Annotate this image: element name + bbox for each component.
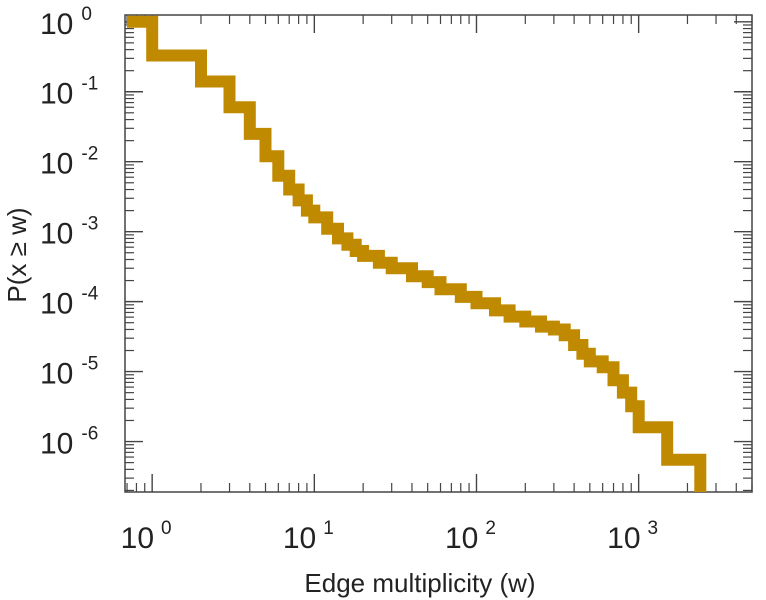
y-tick-base: 10: [40, 288, 73, 321]
y-tick-label: 10 -2: [40, 144, 98, 181]
y-tick-exponent: -3: [81, 214, 98, 235]
series-line: [127, 15, 707, 492]
y-tick-exponent: -6: [81, 424, 98, 445]
series-layer: [127, 15, 707, 492]
y-axis-label: P(x ≥ w): [2, 207, 32, 302]
y-tick-base: 10: [40, 428, 73, 461]
y-tick-base: 10: [40, 218, 73, 251]
x-tick-base: 10: [121, 522, 154, 555]
y-tick-base: 10: [40, 8, 73, 41]
x-tick-label: 10 2: [445, 518, 496, 555]
y-tick-label: 10 -3: [40, 214, 98, 251]
y-tick-label: 10 -4: [40, 284, 99, 321]
plot-frame: [124, 14, 753, 493]
y-tick-exponent: -1: [81, 74, 98, 95]
x-tick-label: 10 1: [283, 518, 334, 555]
x-axis-label: Edge multiplicity (w): [304, 568, 535, 598]
y-tick-label: 10 0: [40, 4, 92, 41]
x-tick-label: 10 0: [121, 518, 172, 555]
x-tick-base: 10: [445, 522, 478, 555]
y-tick-exponent: 0: [81, 4, 92, 25]
x-tick-exponent: 2: [485, 518, 496, 539]
x-tick-exponent: 3: [648, 518, 659, 539]
y-tick-base: 10: [40, 358, 73, 391]
x-tick-exponent: 0: [161, 518, 172, 539]
y-tick-label: 10 -1: [40, 74, 98, 111]
y-tick-base: 10: [40, 78, 73, 111]
y-tick-base: 10: [40, 148, 73, 181]
y-tick-label: 10 -5: [40, 354, 98, 391]
y-tick-exponent: -2: [81, 144, 98, 165]
plot-area: [124, 14, 753, 493]
y-tick-exponent: -5: [81, 354, 98, 375]
x-tick-base: 10: [607, 522, 640, 555]
x-tick-exponent: 1: [323, 518, 334, 539]
tick-labels: 10 0 10 1 10 2 10 3 10 0 10 -1 10 -2 10 -3 10 -4 10 -5 10 -6: [40, 4, 658, 555]
major-ticks: [125, 15, 752, 492]
minor-ticks: [125, 15, 753, 492]
y-tick-exponent: -4: [81, 284, 98, 305]
x-tick-label: 10 3: [607, 518, 658, 555]
y-tick-label: 10 -6: [40, 424, 98, 461]
x-tick-base: 10: [283, 522, 316, 555]
